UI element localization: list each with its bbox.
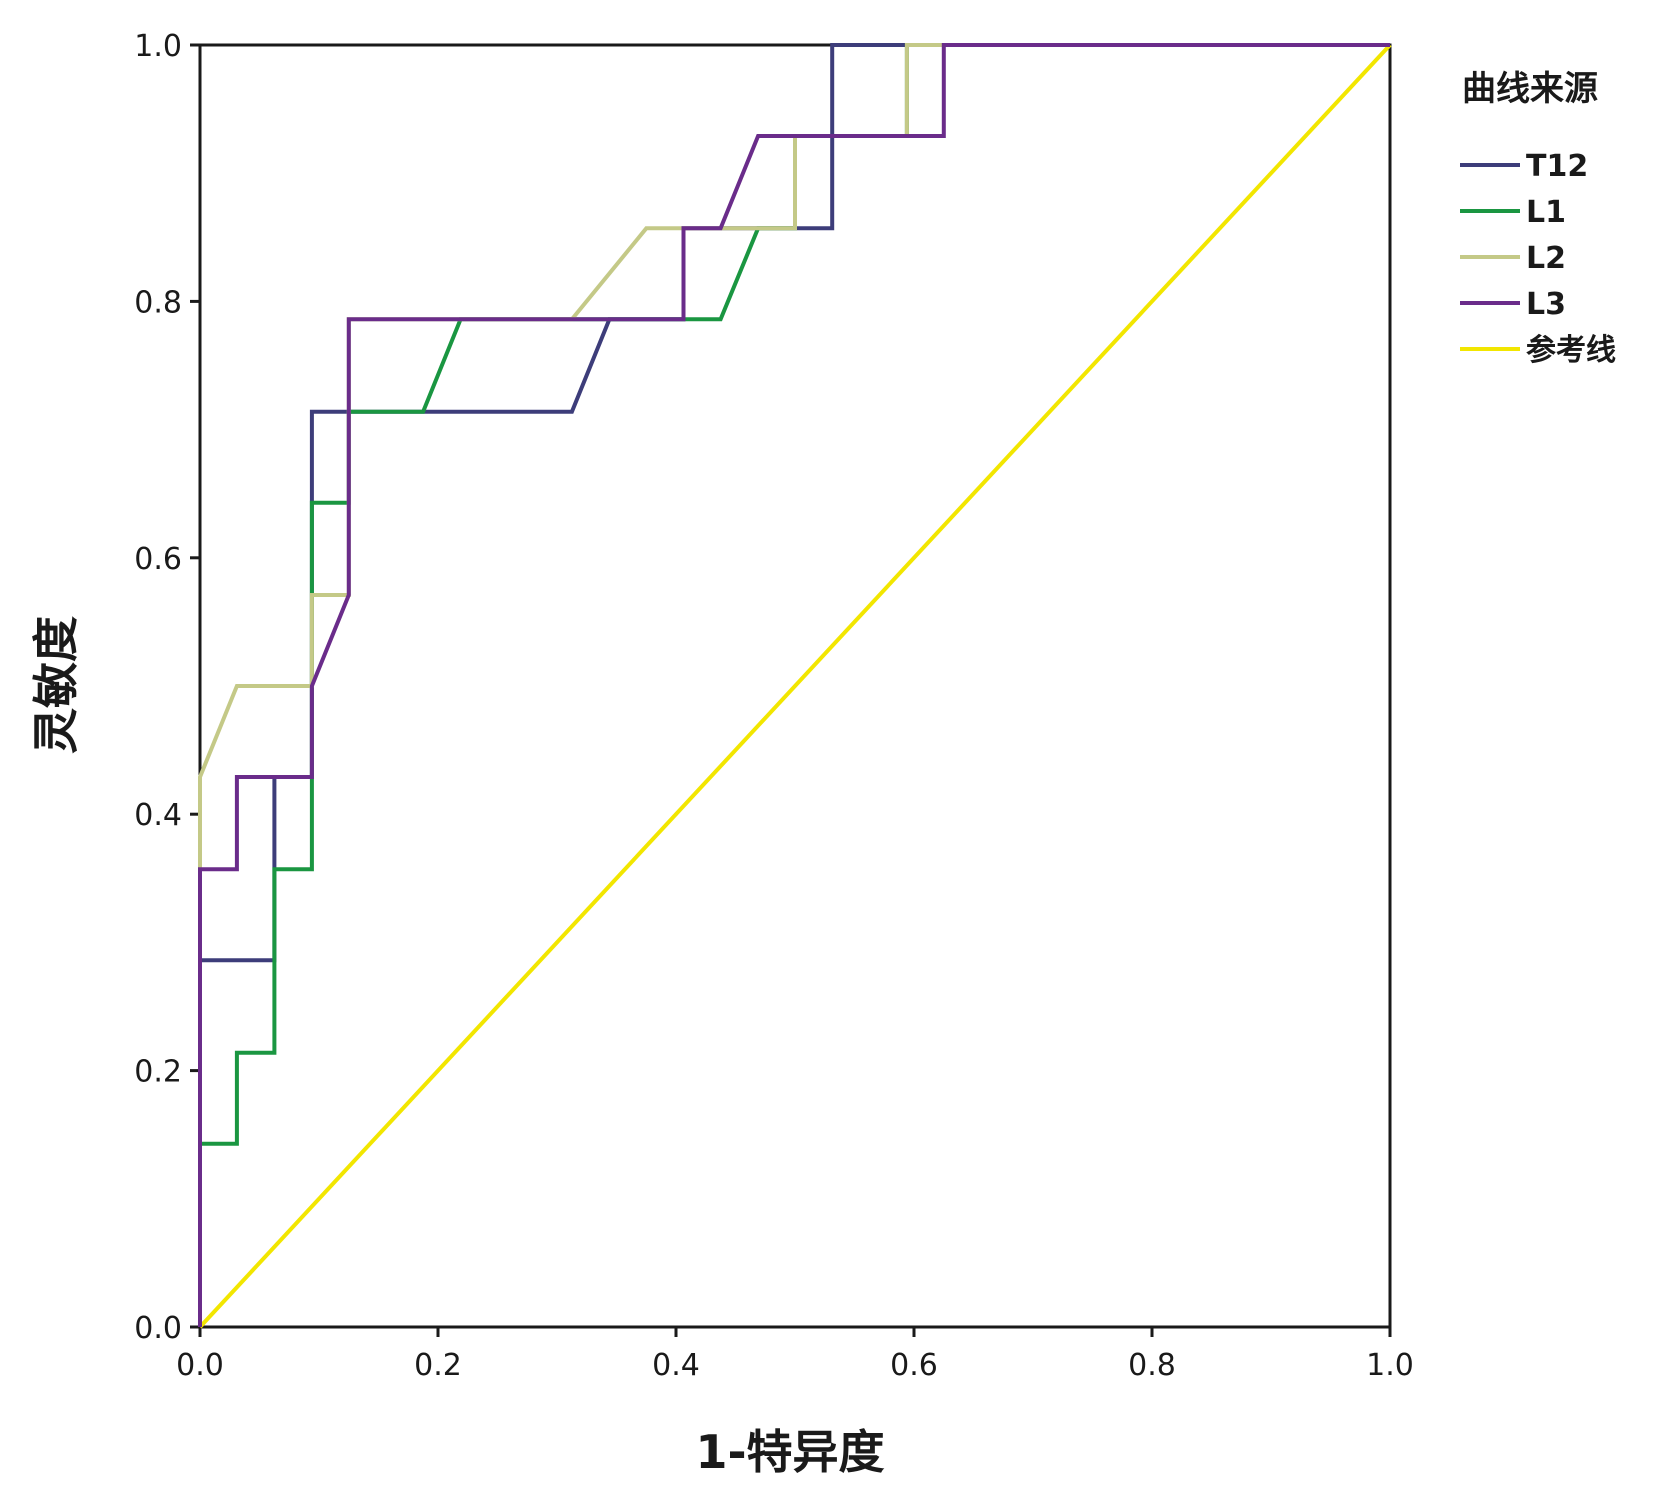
legend-label: L3 xyxy=(1526,287,1566,322)
y-tick-label: 0.8 xyxy=(134,285,182,320)
y-tick-label: 1.0 xyxy=(134,29,182,64)
legend-label: 参考线 xyxy=(1526,333,1616,368)
x-tick-label: 0.8 xyxy=(1128,1348,1176,1383)
x-axis: 0.0 0.2 0.4 0.6 0.8 1.0 xyxy=(176,1327,1414,1383)
x-tick-label: 1.0 xyxy=(1366,1348,1414,1383)
y-axis: 0.0 0.2 0.4 0.6 0.8 1.0 xyxy=(134,29,200,1346)
x-tick-label: 0.6 xyxy=(890,1348,938,1383)
series-line-5 xyxy=(198,43,1392,1329)
legend-label: L1 xyxy=(1526,195,1566,230)
series-layer xyxy=(198,43,1392,1329)
legend-label: T12 xyxy=(1526,149,1588,184)
legend-label: L2 xyxy=(1526,241,1566,276)
series-line-4 xyxy=(198,43,1390,1327)
y-tick-label: 0.4 xyxy=(134,798,182,833)
y-tick-label: 0.6 xyxy=(134,542,182,577)
legend-items: T12 L1 L2 L3 参考线 xyxy=(1460,149,1616,368)
y-tick-label: 0.0 xyxy=(134,1311,182,1346)
x-tick-label: 0.4 xyxy=(652,1348,700,1383)
y-axis-title: 灵敏度 xyxy=(29,616,83,754)
x-tick-label: 0.0 xyxy=(176,1348,224,1383)
plot-area-frame xyxy=(198,43,1392,1329)
legend-title: 曲线来源 xyxy=(1462,69,1598,109)
x-axis-title: 1-特异度 xyxy=(695,1425,884,1479)
legend: 曲线来源 T12 L1 L2 L3 参考线 xyxy=(1460,69,1616,368)
y-tick-label: 0.2 xyxy=(134,1055,182,1090)
x-tick-label: 0.2 xyxy=(414,1348,462,1383)
